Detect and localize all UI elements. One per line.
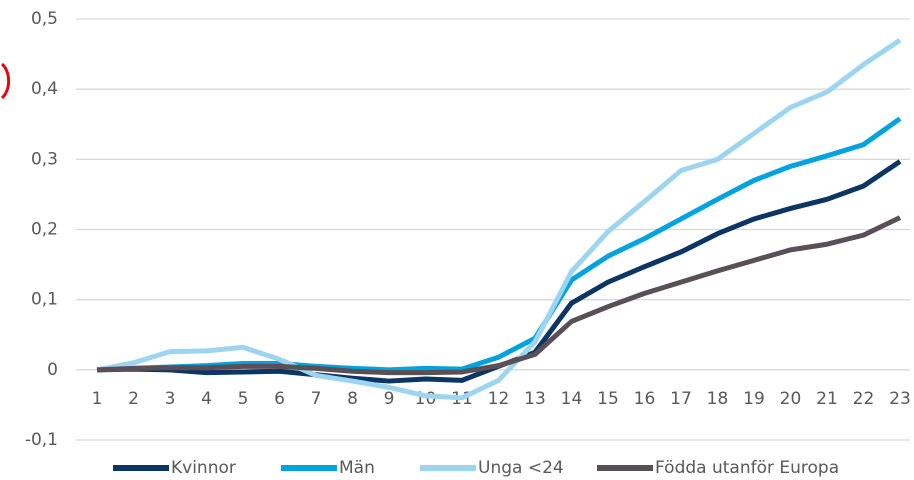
x-tick-label: 15 — [597, 389, 619, 409]
x-tick-label: 9 — [384, 389, 395, 409]
x-tick-label: 19 — [743, 389, 765, 409]
x-tick-label: 7 — [311, 389, 322, 409]
x-tick-label: 6 — [274, 389, 285, 409]
line-series — [96, 37, 902, 401]
x-tick-label: 8 — [347, 389, 358, 409]
x-tick-label: 22 — [853, 389, 875, 409]
y-tick-label: 0,5 — [31, 9, 58, 29]
y-tick-label: 0,4 — [31, 79, 58, 99]
x-tick-label: 2 — [128, 389, 139, 409]
y-tick-label: 0,2 — [31, 220, 58, 240]
y-tick-label: -0,1 — [25, 430, 58, 450]
x-tick-label: 21 — [816, 389, 838, 409]
x-tick-label: 5 — [238, 389, 249, 409]
y-tick-label: 0,3 — [31, 149, 58, 169]
annotation-circle — [0, 62, 11, 100]
legend-label: Unga <24 — [478, 458, 564, 478]
x-tick-label: 16 — [634, 389, 656, 409]
x-tick-label: 4 — [201, 389, 212, 409]
legend-label: Födda utanför Europa — [655, 458, 839, 478]
x-tick-label: 1 — [92, 389, 103, 409]
y-tick-label: 0 — [47, 360, 58, 380]
x-tick-label: 3 — [165, 389, 176, 409]
legend-label: Kvinnor — [171, 458, 236, 478]
legend-label: Män — [339, 458, 375, 478]
x-tick-label: 12 — [488, 389, 510, 409]
y-tick-label: 0,1 — [31, 290, 58, 310]
x-tick-label: 13 — [524, 389, 546, 409]
x-tick-label: 23 — [889, 389, 911, 409]
x-tick-label: 18 — [707, 389, 729, 409]
line-series — [96, 215, 902, 376]
x-tick-label: 20 — [780, 389, 802, 409]
line-series — [96, 116, 902, 373]
x-tick-label: 14 — [561, 389, 583, 409]
x-tick-label: 17 — [670, 389, 692, 409]
